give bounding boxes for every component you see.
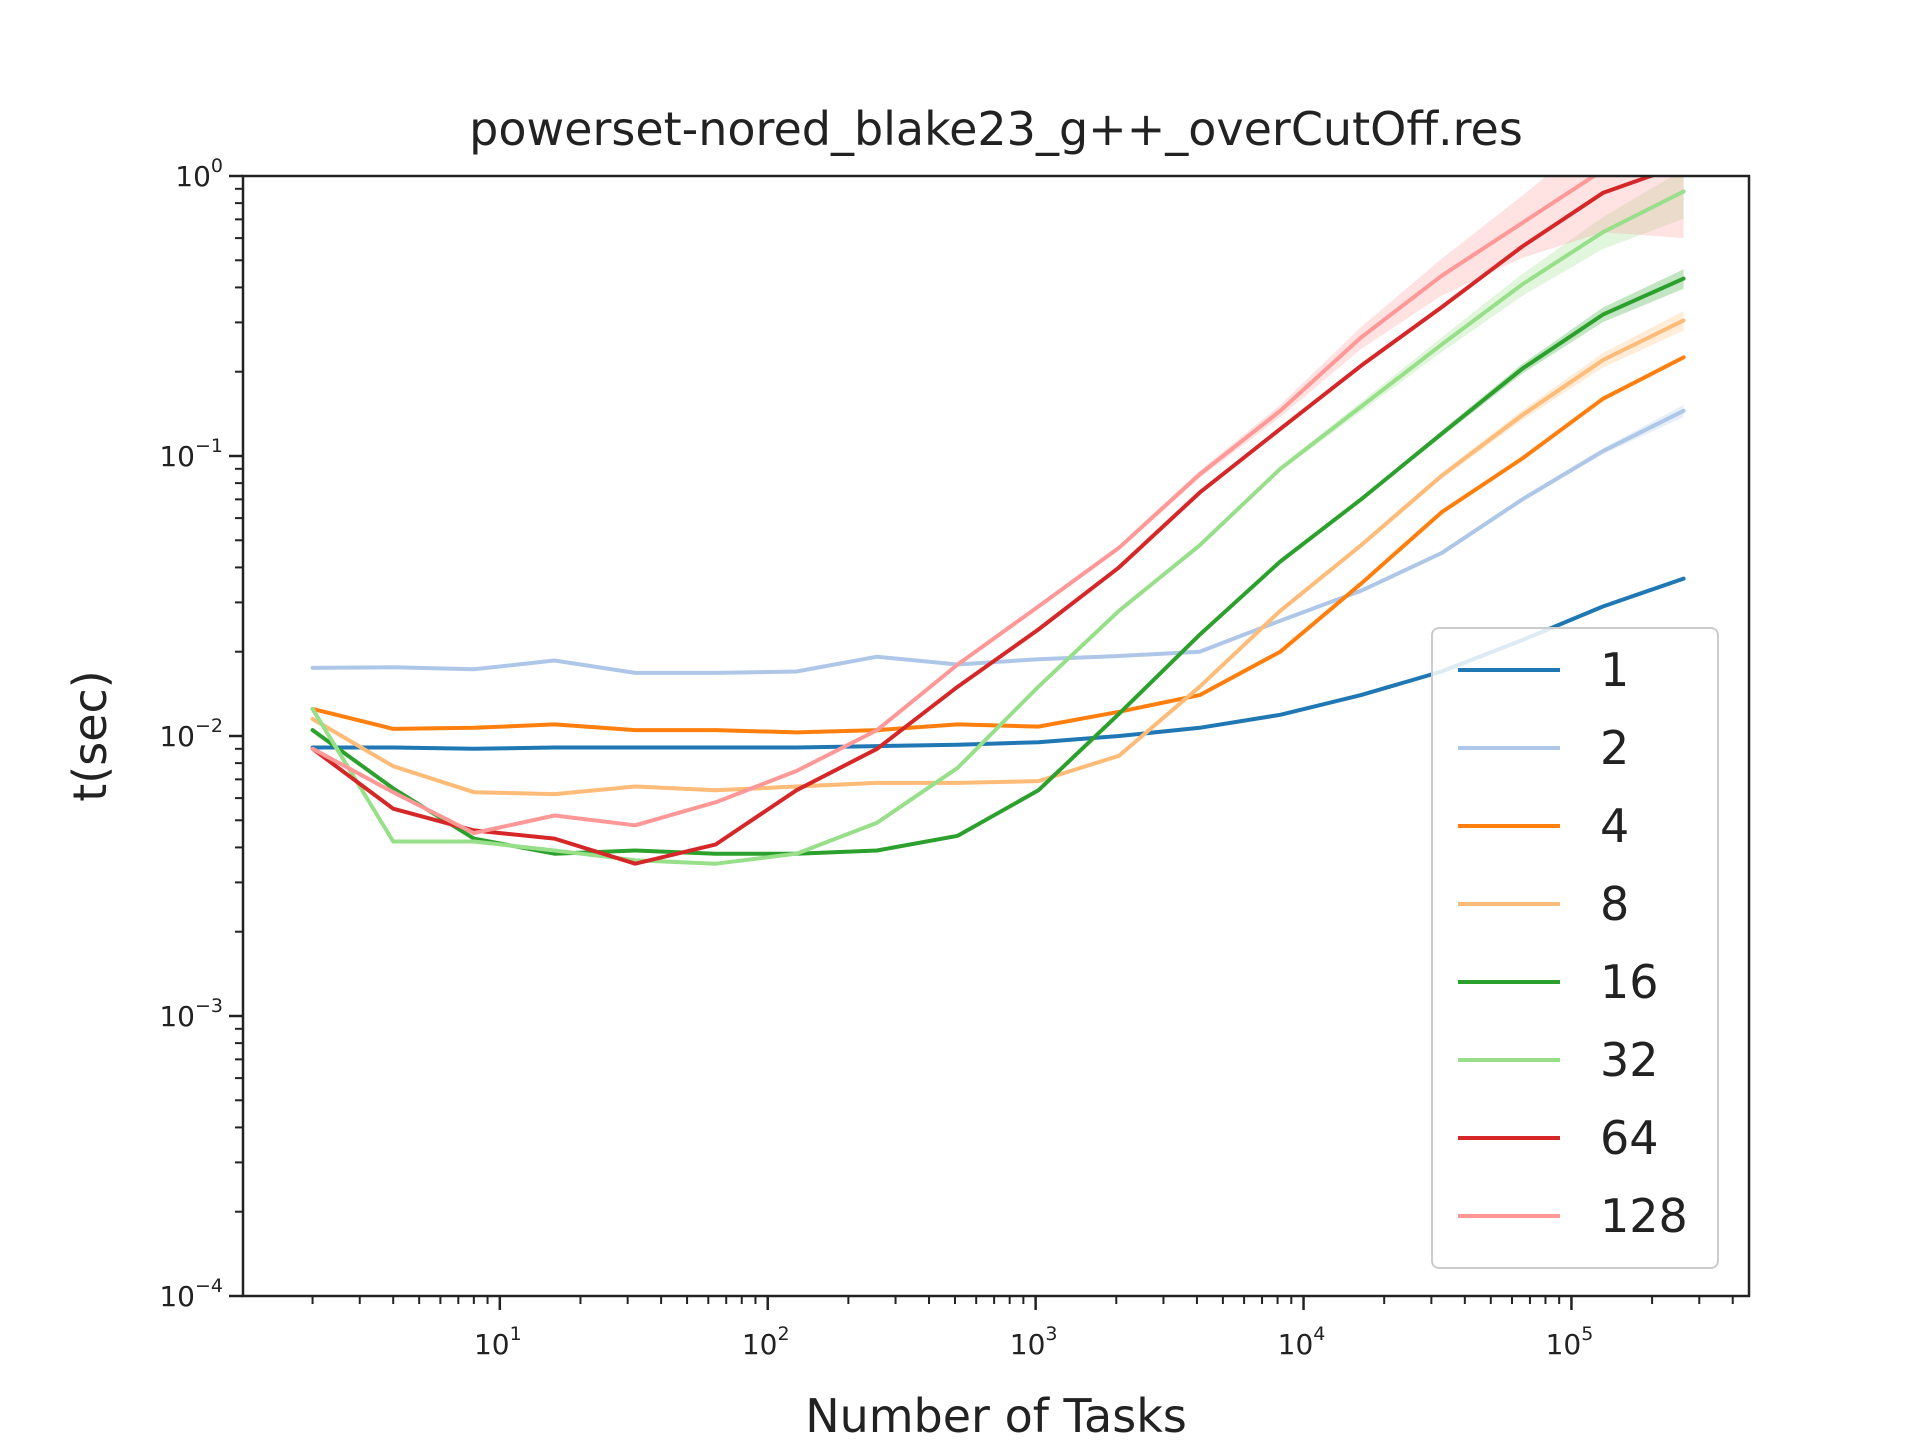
legend-label-32: 32 xyxy=(1600,1033,1659,1087)
legend-frame xyxy=(1431,627,1719,1269)
series-128-band xyxy=(312,176,1684,834)
y-axis: 10−4 10−3 10−2 10−1 100 xyxy=(159,155,243,1313)
legend-label-4: 4 xyxy=(1600,799,1629,853)
series-128-line xyxy=(310,176,1598,836)
legend-label-1: 1 xyxy=(1600,643,1629,697)
y-tick-label: 10−2 xyxy=(159,715,223,753)
series-64-line xyxy=(310,176,1657,866)
y-tick-label: 10−4 xyxy=(159,1275,223,1313)
legend: 1 2 4 8 16 32 64 128 xyxy=(1431,627,1719,1269)
y-tick-label: 100 xyxy=(175,155,223,193)
legend-label-16: 16 xyxy=(1600,955,1659,1009)
legend-label-2: 2 xyxy=(1600,721,1629,775)
series-16-line xyxy=(310,276,1686,856)
x-axis-label: Number of Tasks xyxy=(805,1389,1187,1440)
series-8-line xyxy=(310,318,1686,797)
legend-label-64: 64 xyxy=(1600,1111,1659,1165)
y-tick-label: 10−3 xyxy=(159,995,223,1033)
x-axis: 101 102 103 104 105 xyxy=(311,1296,1734,1361)
legend-label-8: 8 xyxy=(1600,877,1629,931)
x-tick-label: 105 xyxy=(1546,1323,1594,1361)
x-tick-label: 101 xyxy=(474,1323,522,1361)
chart-title: powerset-nored_blake23_g++_overCutOff.re… xyxy=(469,102,1523,156)
x-tick-label: 104 xyxy=(1278,1323,1326,1361)
y-tick-label: 10−1 xyxy=(159,435,223,473)
series-2-line xyxy=(310,408,1686,675)
x-tick-label: 102 xyxy=(742,1323,790,1361)
y-axis-label: t(sec) xyxy=(63,670,117,802)
series-32-line xyxy=(310,189,1686,866)
x-tick-label: 103 xyxy=(1010,1323,1058,1361)
legend-label-128: 128 xyxy=(1600,1189,1688,1243)
